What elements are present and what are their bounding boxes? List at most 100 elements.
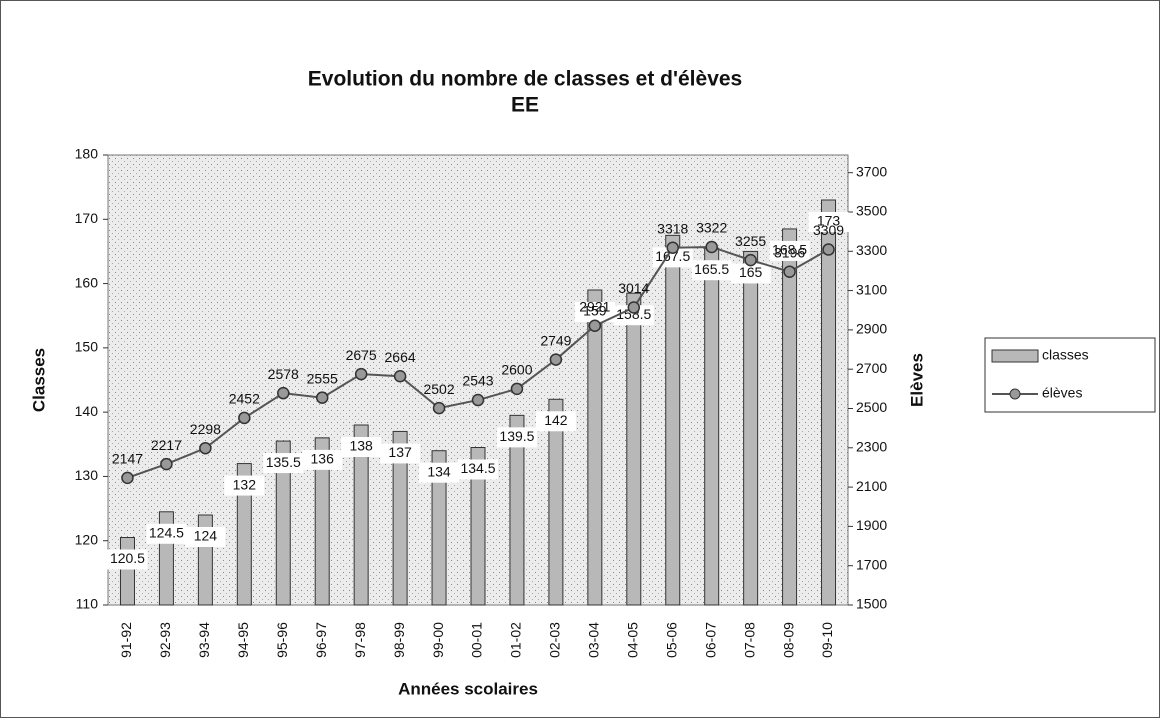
x-tick-label: 01-02 (508, 622, 524, 658)
legend-label: classes (1042, 347, 1089, 363)
marker (393, 370, 407, 383)
legend-label: élèves (1042, 385, 1082, 401)
x-tick-label: 09-10 (819, 622, 835, 658)
x-tick-label: 96-97 (313, 622, 329, 658)
marker (744, 253, 757, 267)
data-label: 173 (817, 213, 841, 229)
y-tick-label: 170 (75, 210, 99, 226)
y2-tick-label: 2900 (856, 321, 887, 337)
x-tick-label: 92-93 (157, 622, 173, 658)
y2-tick-label: 2300 (856, 438, 887, 454)
legend-swatch (991, 349, 1039, 363)
bar (587, 289, 603, 606)
data-label: 165 (739, 264, 763, 280)
bar (275, 440, 291, 606)
bar (665, 234, 681, 606)
data-label-box (302, 449, 343, 470)
y2-tick-label: 1700 (856, 556, 887, 572)
data-label: 3309 (813, 222, 844, 238)
data-label: 2298 (190, 421, 221, 437)
marker (588, 319, 602, 333)
data-label: 3014 (618, 280, 649, 296)
bar (353, 424, 369, 606)
bar (236, 463, 252, 606)
data-label: 2555 (307, 370, 338, 386)
bar (548, 398, 564, 606)
data-label: 142 (544, 412, 568, 428)
marker (705, 240, 718, 254)
data-label: 120.5 (110, 550, 145, 566)
bar (626, 292, 642, 606)
x-tick-label: 99-00 (430, 622, 446, 658)
data-label: 132 (233, 476, 257, 492)
data-label: 136 (311, 451, 335, 467)
data-label: 134 (427, 463, 451, 479)
data-label: 134.5 (460, 460, 495, 476)
x-tick-label: 94-95 (235, 622, 251, 658)
bar (782, 228, 798, 606)
data-label-box (263, 453, 304, 474)
data-label-box (730, 263, 771, 284)
x-tick-label: 91-92 (118, 622, 134, 658)
data-label: 124.5 (149, 524, 184, 540)
x-tick-label: 05-06 (663, 622, 679, 658)
data-label-box (107, 549, 148, 570)
data-label-box (185, 527, 226, 547)
bar (431, 450, 447, 606)
data-label: 2749 (540, 332, 571, 348)
marker (121, 471, 134, 485)
data-label-box (535, 411, 576, 432)
y2-tick-label: 3100 (856, 281, 887, 297)
data-label-box (691, 260, 732, 281)
data-label: 2664 (385, 349, 416, 365)
y2-axis-label: Elèves (907, 353, 926, 407)
legend-marker (1009, 388, 1021, 400)
marker (277, 386, 290, 400)
x-tick-label: 00-01 (469, 622, 485, 658)
data-label-box (769, 240, 810, 261)
marker (510, 382, 524, 396)
marker (549, 353, 563, 366)
data-label: 165.5 (694, 261, 729, 277)
x-tick-label: 98-99 (391, 622, 407, 658)
data-label-box (341, 437, 382, 457)
x-tick-label: 07-08 (741, 622, 757, 658)
data-label: 158.5 (616, 306, 651, 322)
data-label: 139.5 (499, 428, 534, 444)
data-label: 2578 (268, 366, 299, 382)
chart-subtitle: EE (511, 94, 539, 117)
marker (315, 391, 329, 404)
bar (392, 430, 408, 606)
data-label: 159 (583, 303, 607, 319)
y2-tick-label: 1500 (856, 596, 887, 612)
data-label: 135.5 (266, 454, 301, 470)
data-label-box (574, 302, 615, 322)
y2-tick-label: 2100 (856, 478, 887, 494)
x-tick-label: 08-09 (780, 622, 796, 658)
marker (471, 393, 485, 407)
data-label: 3255 (735, 233, 766, 249)
y-axis-label: Classes (29, 348, 48, 412)
x-tick-label: 93-94 (196, 622, 212, 658)
data-label: 124 (194, 528, 218, 544)
marker (238, 411, 251, 425)
y-tick-label: 150 (75, 339, 99, 355)
x-tick-label: 02-03 (547, 622, 563, 658)
data-label: 2675 (346, 347, 377, 363)
data-label-box (458, 459, 498, 480)
chart-title: Evolution du nombre de classes et d'élèv… (308, 68, 742, 91)
x-tick-label: 04-05 (624, 622, 640, 658)
data-label: 138 (349, 438, 373, 454)
x-axis-label: Années scolaires (398, 679, 538, 698)
bar (509, 414, 525, 606)
x-tick-label: 03-04 (586, 622, 602, 658)
data-label: 2600 (501, 362, 532, 378)
y2-tick-label: 3700 (856, 163, 887, 179)
y2-tick-label: 1900 (856, 517, 887, 533)
marker (160, 457, 173, 471)
y2-tick-label: 3300 (856, 242, 887, 258)
marker (822, 243, 835, 256)
y-tick-label: 130 (75, 467, 99, 483)
y2-tick-label: 2500 (856, 399, 887, 415)
data-label-box (496, 427, 537, 448)
